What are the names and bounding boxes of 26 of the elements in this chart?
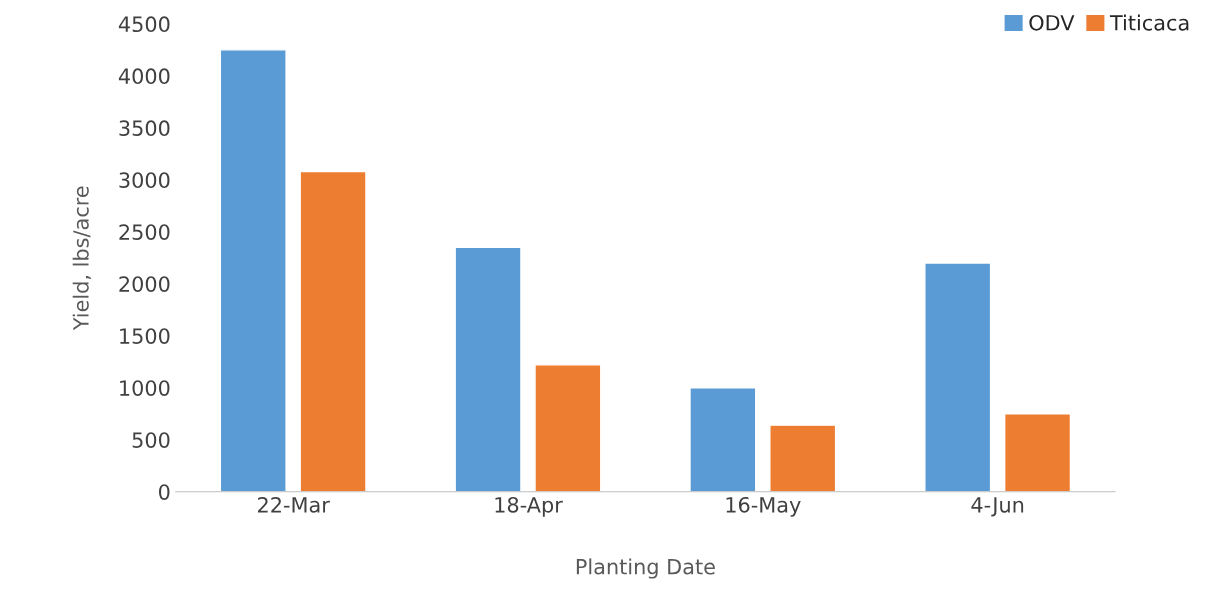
y-tick-label: 1000 — [120, 380, 170, 396]
legend-label: ODV — [1029, 14, 1075, 31]
bar — [219, 49, 287, 492]
y-tick-label: 2500 — [119, 224, 170, 240]
x-tick-label: 22-Mar — [258, 496, 330, 513]
bar — [689, 387, 757, 492]
bar — [299, 170, 367, 492]
y-tick-label: 4500 — [118, 16, 170, 33]
bar — [454, 246, 522, 492]
x-tick-label: 16-May — [726, 496, 801, 517]
y-tick-label: 3500 — [119, 120, 170, 137]
legend-label: Titicaca — [1109, 14, 1189, 31]
x-tick-label: 4-Jun — [971, 497, 1024, 517]
x-tick-label: 18-Apr — [495, 496, 563, 517]
y-tick-label: 500 — [132, 432, 170, 448]
bar — [769, 424, 837, 492]
y-tick-label: 4000 — [118, 68, 170, 85]
bar — [1003, 413, 1072, 492]
x-axis-title: Planting Date — [576, 558, 715, 579]
y-tick-label: 3000 — [119, 172, 170, 188]
bar — [534, 364, 602, 492]
bar — [924, 262, 992, 492]
y-tick-label: 2000 — [119, 276, 170, 292]
y-axis-title: Yield, lbs/acre — [72, 186, 91, 331]
y-tick-label: 0 — [159, 484, 170, 500]
y-tick-label: 1500 — [120, 328, 170, 344]
